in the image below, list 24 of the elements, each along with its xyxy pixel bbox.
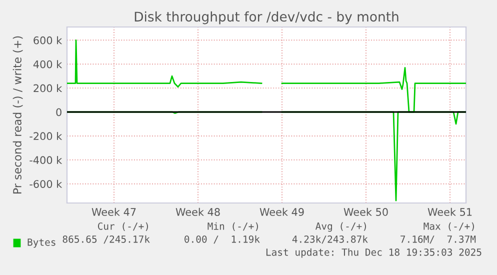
y-tick-label: -400 k: [30, 156, 62, 164]
y-tick-label: 600 k: [34, 36, 62, 44]
text: Max (-/+): [424, 222, 474, 231]
y-tick-label: 200 k: [34, 84, 62, 92]
y-tick-label: -200 k: [30, 132, 62, 140]
text: 4.23k/243.87k: [292, 235, 368, 244]
x-tick-label: Week 47: [92, 208, 136, 216]
text: 7.16M/ 7.37M: [400, 235, 476, 244]
x-tick-label: Week 49: [260, 208, 304, 216]
text: Last update: Thu Dec 18 19:35:03 2025: [266, 248, 482, 258]
text: Min (-/+): [208, 222, 258, 231]
y-tick-label: 0: [56, 108, 62, 116]
y-axis-title: Pr second read (-) / write (+): [12, 36, 23, 194]
legend-label: Bytes: [28, 238, 56, 248]
text: Cur (-/+): [98, 222, 148, 231]
text: 865.65 /245.17k: [62, 235, 150, 244]
x-tick-label: Week 51: [428, 208, 472, 216]
x-tick-label: Week 50: [344, 208, 388, 216]
x-tick-label: Week 48: [176, 208, 220, 216]
chart-title: Disk throughput for /dev/vdc - by month: [134, 11, 398, 24]
y-tick-label: -600 k: [30, 180, 62, 188]
text: 0.00 / 1.19k: [184, 235, 260, 244]
y-tick-label: 400 k: [33, 60, 62, 68]
text: Avg (-/+): [316, 222, 366, 232]
